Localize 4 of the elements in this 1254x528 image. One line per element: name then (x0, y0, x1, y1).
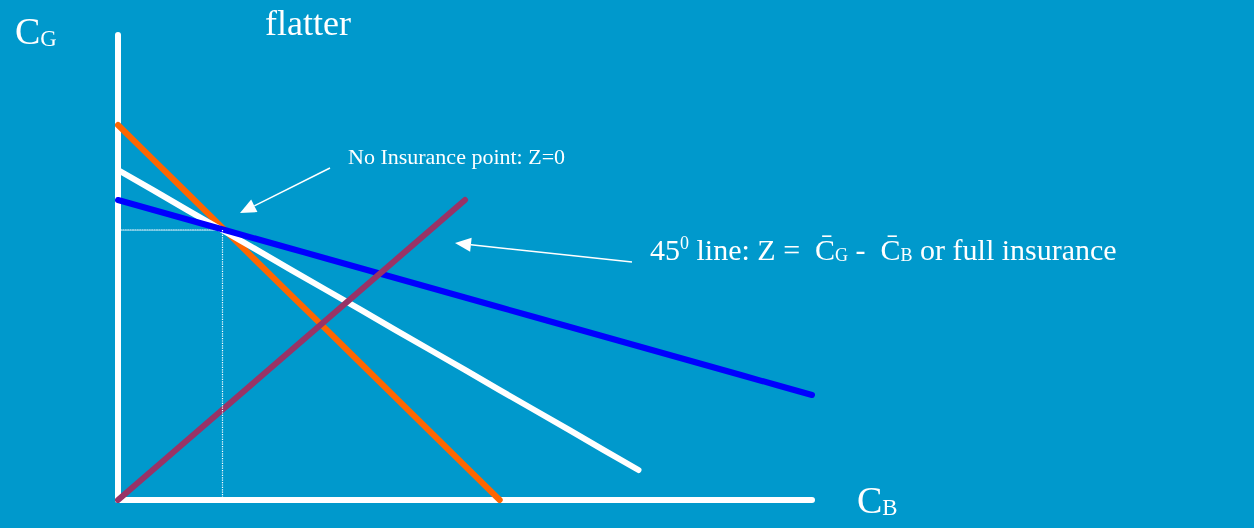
y-axis-title: CG (15, 10, 57, 52)
annotation: No Insurance point: Z=0 (348, 143, 566, 169)
chart-title: flatter (265, 3, 351, 43)
x-axis-title: CB (857, 479, 898, 521)
